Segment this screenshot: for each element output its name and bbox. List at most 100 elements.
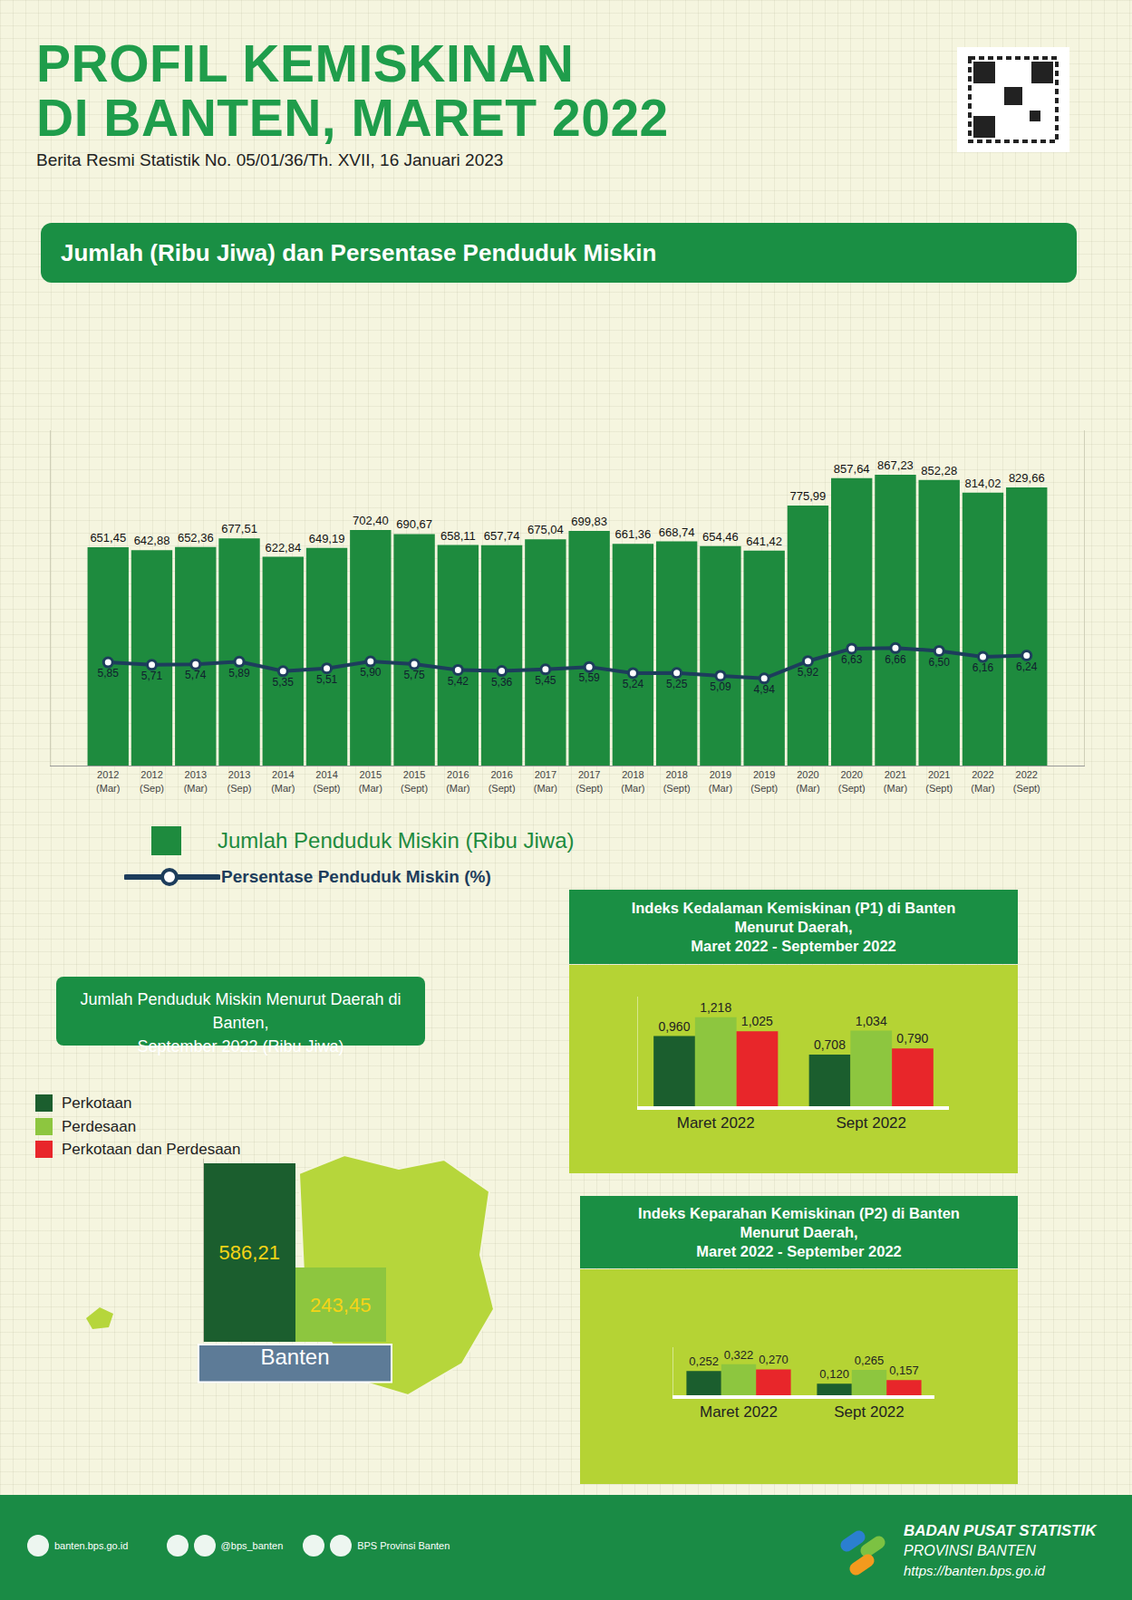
svg-text:857,64: 857,64 (833, 462, 871, 476)
svg-text:2013(Mar): 2013(Mar) (183, 769, 208, 794)
html-text:DI BANTEN, MARET 2022: DI BANTEN, MARET 2022 (36, 88, 669, 147)
svg-text:2015(Mar): 2015(Mar) (358, 769, 383, 794)
svg-text:2013(Sep): 2013(Sep) (227, 769, 252, 794)
svg-text:2017(Sept): 2017(Sept) (575, 769, 603, 794)
svg-text:0,322: 0,322 (724, 1348, 755, 1363)
html-text:Menurut Daerah,: Menurut Daerah, (734, 919, 853, 936)
svg-text:702,40: 702,40 (352, 513, 389, 528)
svg-text:2021(Mar): 2021(Mar) (883, 769, 908, 794)
svg-text:867,23: 867,23 (877, 458, 914, 473)
svg-text:1,218: 1,218 (699, 1000, 732, 1016)
svg-text:2014(Mar): 2014(Mar) (270, 769, 295, 794)
svg-text:Maret 2022: Maret 2022 (677, 1114, 755, 1132)
svg-text:5,74: 5,74 (184, 668, 207, 682)
svg-text:829,66: 829,66 (1008, 471, 1045, 485)
svg-text:0,270: 0,270 (758, 1353, 789, 1367)
svg-text:243,45: 243,45 (309, 1294, 371, 1317)
svg-text:2019(Mar): 2019(Mar) (708, 769, 733, 794)
svg-text:677,51: 677,51 (221, 522, 258, 536)
svg-text:642,88: 642,88 (134, 533, 171, 548)
svg-text:775,99: 775,99 (790, 489, 827, 504)
html-text:Perkotaan: Perkotaan (61, 1094, 132, 1113)
svg-text:814,02: 814,02 (965, 476, 1002, 491)
svg-text:657,74: 657,74 (483, 529, 521, 543)
html-text:Jumlah Penduduk Miskin (Ribu J: Jumlah Penduduk Miskin (Ribu Jiwa) (217, 828, 575, 853)
svg-text:651,45: 651,45 (89, 531, 126, 545)
svg-text:649,19: 649,19 (309, 532, 346, 546)
svg-text:2015(Sept): 2015(Sept) (400, 769, 428, 794)
svg-text:5,89: 5,89 (228, 667, 251, 680)
svg-text:5,59: 5,59 (578, 671, 600, 685)
svg-text:2022(Sept): 2022(Sept) (1013, 769, 1041, 794)
svg-text:2020(Sept): 2020(Sept) (838, 769, 866, 794)
html-text:Maret 2022 - September 2022: Maret 2022 - September 2022 (690, 938, 897, 955)
svg-text:699,83: 699,83 (570, 514, 608, 529)
svg-text:5,85: 5,85 (97, 667, 120, 680)
svg-text:4,94: 4,94 (754, 683, 776, 697)
svg-text:2021(Sept): 2021(Sept) (925, 769, 953, 794)
html-text:Perdesaan: Perdesaan (61, 1117, 137, 1136)
svg-text:2017(Mar): 2017(Mar) (533, 769, 558, 794)
svg-text:5,71: 5,71 (141, 669, 164, 683)
svg-text:0,157: 0,157 (889, 1364, 920, 1378)
html-text:PROFIL KEMISKINAN: PROFIL KEMISKINAN (36, 34, 574, 93)
svg-text:0,960: 0,960 (657, 1019, 690, 1035)
svg-text:0,120: 0,120 (819, 1367, 850, 1382)
svg-text:641,42: 641,42 (745, 534, 783, 549)
svg-text:Sept 2022: Sept 2022 (835, 1114, 907, 1132)
svg-text:5,24: 5,24 (622, 677, 645, 691)
svg-text:0,265: 0,265 (854, 1354, 885, 1368)
svg-text:675,04: 675,04 (527, 522, 564, 537)
svg-text:5,25: 5,25 (666, 677, 688, 691)
svg-text:2018(Mar): 2018(Mar) (620, 769, 645, 794)
svg-text:622,84: 622,84 (264, 541, 301, 555)
svg-text:652,36: 652,36 (177, 531, 214, 545)
svg-text:2012(Mar): 2012(Mar) (96, 769, 120, 794)
svg-text:Banten: Banten (260, 1344, 329, 1370)
svg-text:0,708: 0,708 (813, 1037, 846, 1053)
svg-text:6,16: 6,16 (972, 661, 995, 675)
svg-text:5,36: 5,36 (491, 676, 513, 689)
svg-text:5,92: 5,92 (797, 666, 820, 679)
svg-text:2022(Mar): 2022(Mar) (970, 769, 995, 794)
svg-text:1,034: 1,034 (855, 1014, 888, 1029)
svg-text:661,36: 661,36 (615, 527, 652, 542)
svg-text:5,35: 5,35 (272, 676, 295, 689)
html-text:Perkotaan dan Perdesaan: Perkotaan dan Perdesaan (61, 1141, 241, 1159)
svg-text:Sept 2022: Sept 2022 (833, 1403, 905, 1422)
svg-text:Maret 2022: Maret 2022 (699, 1403, 778, 1422)
svg-text:852,28: 852,28 (920, 464, 958, 478)
svg-text:2016(Mar): 2016(Mar) (445, 769, 470, 794)
svg-text:6,24: 6,24 (1015, 660, 1038, 674)
svg-text:2012(Sep): 2012(Sep) (139, 769, 165, 794)
html-text:Jumlah (Ribu Jiwa) dan Persent: Jumlah (Ribu Jiwa) dan Persentase Pendud… (60, 239, 657, 267)
svg-text:2018(Sept): 2018(Sept) (663, 769, 691, 794)
svg-text:5,42: 5,42 (447, 675, 470, 688)
html-text:Berita Resmi Statistik No. 05/: Berita Resmi Statistik No. 05/01/36/Th. … (36, 150, 504, 170)
svg-text:2019(Sept): 2019(Sept) (750, 769, 778, 794)
svg-text:5,45: 5,45 (534, 674, 557, 687)
svg-text:668,74: 668,74 (658, 525, 696, 540)
svg-text:5,90: 5,90 (359, 666, 382, 679)
svg-text:5,51: 5,51 (316, 673, 339, 687)
html-text:Indeks Kedalaman Kemiskinan (P: Indeks Kedalaman Kemiskinan (P1) di Bant… (631, 899, 956, 917)
html-text:Jumlah Penduduk Miskin Menurut: Jumlah Penduduk Miskin Menurut Daerah di… (80, 990, 402, 1033)
svg-text:658,11: 658,11 (440, 529, 476, 543)
svg-text:690,67: 690,67 (396, 517, 433, 532)
svg-text:586,21: 586,21 (219, 1241, 281, 1265)
svg-text:6,63: 6,63 (841, 653, 863, 667)
svg-text:6,66: 6,66 (884, 653, 907, 667)
svg-text:0,252: 0,252 (688, 1354, 719, 1369)
html-text:BADAN PUSAT STATISTIK: BADAN PUSAT STATISTIK (903, 1522, 1097, 1540)
svg-text:0,790: 0,790 (896, 1031, 929, 1046)
svg-text:2014(Sept): 2014(Sept) (313, 769, 341, 794)
html-text:Persentase Penduduk Miskin (%): Persentase Penduduk Miskin (%) (221, 867, 492, 887)
html-text:September 2022 (Ribu Jiwa): September 2022 (Ribu Jiwa) (137, 1037, 345, 1056)
svg-text:5,75: 5,75 (403, 668, 426, 682)
svg-text:654,46: 654,46 (702, 530, 739, 544)
svg-text:2020(Mar): 2020(Mar) (795, 769, 820, 794)
svg-text:6,50: 6,50 (928, 656, 951, 669)
svg-text:5,09: 5,09 (709, 680, 732, 694)
svg-text:1,025: 1,025 (741, 1014, 774, 1029)
svg-text:2016(Sept): 2016(Sept) (488, 769, 516, 794)
